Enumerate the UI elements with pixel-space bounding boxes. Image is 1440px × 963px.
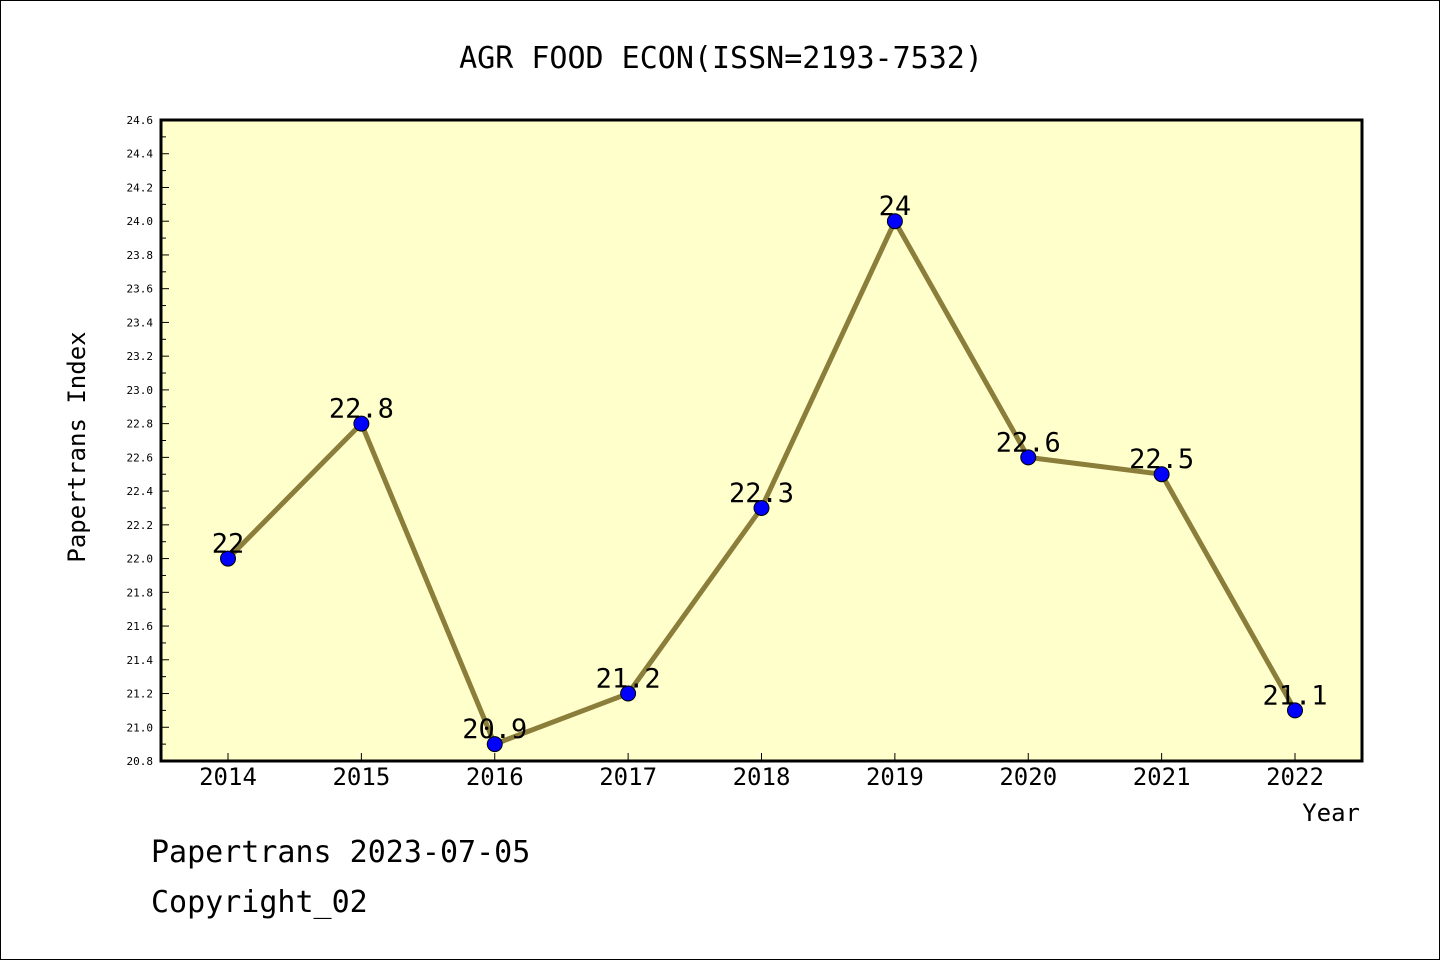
data-point bbox=[353, 415, 370, 432]
y-tick-label: 21.6 bbox=[127, 620, 154, 633]
y-tick-label: 23.2 bbox=[127, 350, 154, 363]
data-point bbox=[220, 550, 236, 567]
x-tick-label: 2016 bbox=[466, 763, 524, 791]
y-tick-label: 21.8 bbox=[127, 586, 154, 599]
y-tick-label: 21.2 bbox=[127, 688, 154, 701]
data-point bbox=[486, 736, 503, 753]
data-point bbox=[1153, 466, 1170, 483]
y-tick-label: 23.4 bbox=[127, 316, 154, 329]
x-tick-label: 2020 bbox=[999, 763, 1057, 791]
data-label: 24 bbox=[879, 191, 912, 222]
plot-frame bbox=[159, 118, 1364, 763]
y-axis: 20.8 21.0 21.2 21.4 21.6 21.8 22.0 22.2 22.4 22.6… bbox=[127, 114, 169, 768]
data-label: 22.5 bbox=[1129, 444, 1194, 475]
y-tick-label: 24.4 bbox=[127, 148, 154, 161]
x-tick-label: 2022 bbox=[1266, 763, 1324, 791]
data-point bbox=[886, 213, 903, 230]
y-tick-label: 22.6 bbox=[127, 451, 154, 464]
y-tick-label: 23.8 bbox=[127, 249, 154, 262]
data-point bbox=[1020, 449, 1037, 466]
x-axis: 2014 2015 2016 2017 2018 2019 2020 2021 2022 bbox=[199, 753, 1324, 791]
chart-title: AGR FOOD ECON(ISSN=2193-7532) bbox=[459, 41, 983, 76]
y-tick-label: 22.2 bbox=[127, 519, 154, 532]
x-tick-label: 2017 bbox=[599, 763, 657, 791]
data-label: 22.6 bbox=[996, 427, 1061, 458]
y-tick-label: 21.4 bbox=[127, 654, 154, 667]
x-tick-label: 2018 bbox=[733, 763, 791, 791]
y-tick-label: 22.4 bbox=[127, 485, 154, 498]
y-axis-label: Papertrans Index bbox=[63, 331, 91, 562]
data-label: 22.3 bbox=[729, 478, 794, 509]
y-tick-label: 24.0 bbox=[127, 215, 154, 228]
y-tick-label: 24.2 bbox=[127, 181, 154, 194]
data-point bbox=[620, 685, 637, 702]
data-label: 22 bbox=[212, 529, 245, 560]
y-tick-label: 22.0 bbox=[127, 553, 154, 566]
x-axis-label: Year bbox=[1302, 799, 1360, 827]
x-tick-label: 2021 bbox=[1133, 763, 1191, 791]
series-layer: 22 22.8 20.9 21.2 22.3 24 22.6 22.5 21.1 bbox=[212, 191, 1328, 753]
footer-date: Papertrans 2023-07-05 bbox=[151, 835, 531, 870]
y-tick-label: 24.6 bbox=[127, 114, 154, 127]
data-label: 21.1 bbox=[1262, 680, 1327, 711]
data-label: 20.9 bbox=[462, 714, 527, 745]
x-tick-label: 2019 bbox=[866, 763, 924, 791]
plot-area bbox=[161, 120, 1362, 761]
data-point bbox=[753, 499, 770, 516]
data-point bbox=[1287, 702, 1303, 719]
data-label: 21.2 bbox=[596, 664, 661, 695]
y-tick-label: 23.6 bbox=[127, 283, 154, 296]
y-tick-label: 22.8 bbox=[127, 418, 154, 431]
x-tick-label: 2015 bbox=[332, 763, 390, 791]
footer-copyright: Copyright_02 bbox=[151, 885, 368, 920]
data-label: 22.8 bbox=[329, 394, 394, 425]
y-tick-label: 21.0 bbox=[127, 721, 154, 734]
y-tick-label: 23.0 bbox=[127, 384, 154, 397]
x-tick-label: 2014 bbox=[199, 763, 257, 791]
y-tick-label: 20.8 bbox=[127, 755, 154, 768]
